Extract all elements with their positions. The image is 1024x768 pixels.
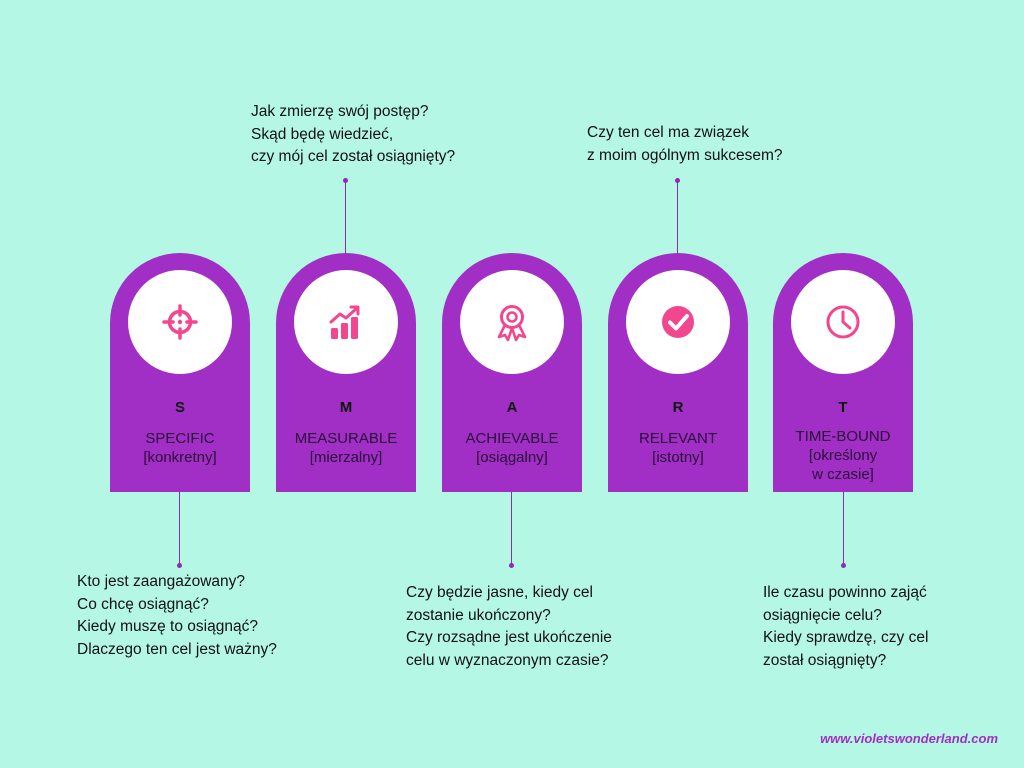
card-label: ACHIEVABLE [osiągalny] — [465, 430, 559, 466]
check-circle-icon — [662, 306, 694, 338]
connector-time-bound — [843, 492, 844, 564]
connector-dot — [343, 178, 348, 183]
note-time-bound: Ile czasu powinno zająć osiągnięcie celu… — [763, 584, 929, 669]
note-relevant: Czy ten cel ma związek z moim ogólnym su… — [587, 124, 783, 164]
connector-dot — [509, 563, 514, 568]
card-letter: R — [672, 399, 684, 416]
card-achievable: A ACHIEVABLE [osiągalny] — [442, 253, 582, 492]
note-achievable: Czy będzie jasne, kiedy cel zostanie uko… — [406, 584, 612, 669]
connector-dot — [675, 178, 680, 183]
card-measurable: M MEASURABLE [mierzalny] — [276, 253, 416, 492]
growth-chart-icon — [329, 305, 360, 339]
note-measurable: Jak zmierzę swój postęp? Skąd będę wiedz… — [251, 103, 456, 165]
icon-circle — [791, 270, 895, 374]
note-specific: Kto jest zaangażowany? Co chcę osiągnąć?… — [77, 573, 277, 658]
card-relevant: R RELEVANT [istotny] — [608, 253, 748, 492]
connector-dot — [841, 563, 846, 568]
connector-specific — [179, 492, 180, 564]
connector-dot — [177, 563, 182, 568]
card-label: TIME-BOUND [określony w czasie] — [795, 428, 891, 483]
website-link[interactable]: www.violetswonderland.com — [820, 731, 998, 746]
card-label: MEASURABLE [mierzalny] — [294, 430, 398, 466]
award-ribbon-icon — [497, 305, 527, 342]
card-letter: A — [506, 399, 518, 416]
clock-icon — [826, 305, 860, 339]
card-letter: T — [838, 399, 848, 416]
icon-circle — [294, 270, 398, 374]
icon-circle — [626, 270, 730, 374]
card-label: RELEVANT [istotny] — [638, 430, 718, 466]
icon-circle — [460, 270, 564, 374]
card-time-bound: T TIME-BOUND [określony w czasie] — [773, 253, 913, 492]
connector-measurable — [345, 181, 346, 253]
target-icon — [162, 304, 198, 340]
icon-circle — [128, 270, 232, 374]
connector-achievable — [511, 492, 512, 564]
card-specific: S SPECIFIC [konkretny] — [110, 253, 250, 492]
connector-relevant — [677, 181, 678, 253]
card-letter: S — [174, 399, 185, 416]
card-label: SPECIFIC [konkretny] — [143, 430, 217, 466]
card-letter: M — [339, 399, 353, 416]
